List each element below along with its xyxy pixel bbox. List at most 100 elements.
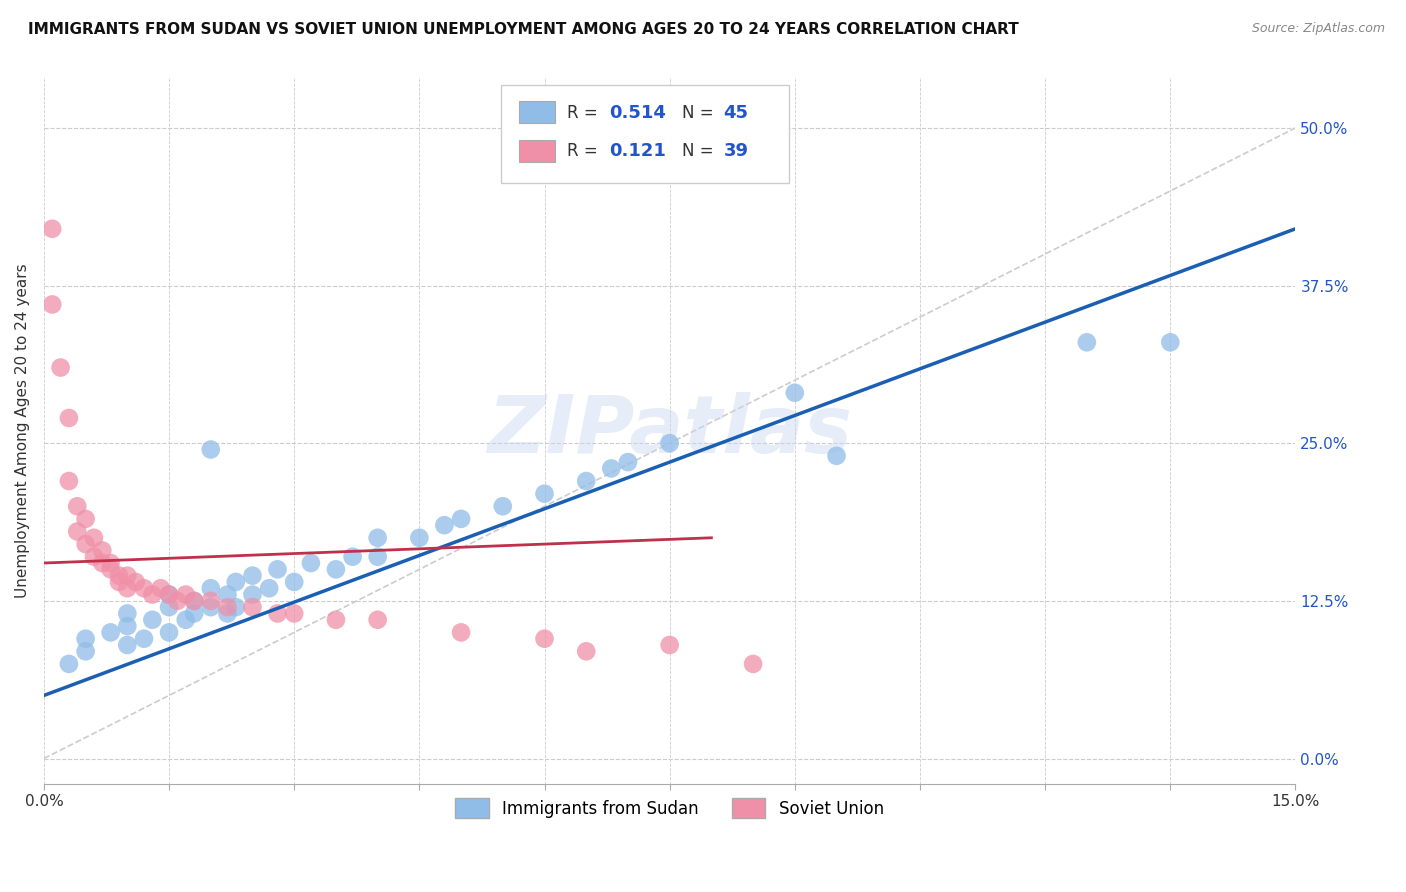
Point (200, 581, 222, 595)
Point (575, 474, 598, 488)
Point (367, 549, 389, 564)
Point (174, 613, 197, 627)
Legend: Immigrants from Sudan, Soviet Union: Immigrants from Sudan, Soviet Union (449, 791, 890, 825)
Point (533, 632, 555, 646)
Point (41, 297, 63, 311)
Point (450, 512, 472, 526)
Point (91, 543, 114, 558)
Point (783, 385, 806, 400)
Point (75, 537, 97, 551)
Point (157, 588, 180, 602)
Point (266, 607, 288, 621)
Point (91, 556, 114, 570)
Point (83, 549, 105, 564)
Text: N =: N = (682, 143, 718, 161)
Point (58, 657, 80, 671)
Point (200, 600, 222, 615)
Point (600, 461, 623, 475)
Point (141, 613, 163, 627)
Point (117, 581, 139, 595)
Point (200, 442, 222, 457)
Point (433, 518, 456, 533)
Point (325, 613, 347, 627)
Point (124, 574, 146, 589)
Text: Source: ZipAtlas.com: Source: ZipAtlas.com (1251, 22, 1385, 36)
Point (257, 581, 280, 595)
Text: N =: N = (682, 103, 718, 121)
Point (100, 625, 122, 640)
Text: 45: 45 (724, 103, 748, 121)
Point (100, 562, 122, 576)
Text: R =: R = (567, 143, 603, 161)
Point (217, 588, 239, 602)
Point (299, 556, 322, 570)
Point (117, 568, 139, 582)
Point (283, 607, 305, 621)
Y-axis label: Unemployment Among Ages 20 to 24 years: Unemployment Among Ages 20 to 24 years (15, 263, 30, 598)
Point (141, 588, 163, 602)
Point (742, 657, 765, 671)
Point (242, 588, 264, 602)
Point (575, 644, 598, 658)
Point (149, 581, 172, 595)
Point (492, 500, 515, 514)
Point (58, 411, 80, 425)
Point (183, 607, 205, 621)
Point (75, 512, 97, 526)
Point (117, 638, 139, 652)
Point (242, 568, 264, 582)
Point (117, 607, 139, 621)
Point (342, 549, 364, 564)
Point (367, 613, 389, 627)
Point (367, 531, 389, 545)
Point (217, 600, 239, 615)
Point (58, 474, 80, 488)
Point (225, 574, 247, 589)
Point (183, 594, 205, 608)
Text: ZIPatlas: ZIPatlas (486, 392, 852, 469)
Point (825, 449, 848, 463)
Text: 39: 39 (724, 143, 748, 161)
Point (658, 436, 681, 450)
Point (41, 221, 63, 235)
Point (225, 600, 247, 615)
Text: 0.121: 0.121 (610, 143, 666, 161)
Point (157, 625, 180, 640)
Point (117, 619, 139, 633)
Point (166, 594, 188, 608)
Point (450, 625, 472, 640)
Point (108, 574, 131, 589)
Point (658, 638, 681, 652)
Point (100, 556, 122, 570)
Point (1159, 335, 1181, 350)
Point (108, 568, 131, 582)
Point (200, 594, 222, 608)
Point (1076, 335, 1098, 350)
Text: 0.514: 0.514 (610, 103, 666, 121)
Point (132, 581, 155, 595)
Point (75, 644, 97, 658)
Point (617, 455, 640, 469)
Point (132, 632, 155, 646)
Point (266, 562, 288, 576)
Point (66, 524, 89, 539)
Point (283, 574, 305, 589)
Point (157, 588, 180, 602)
FancyBboxPatch shape (519, 139, 554, 162)
Point (75, 632, 97, 646)
FancyBboxPatch shape (501, 85, 789, 184)
FancyBboxPatch shape (519, 101, 554, 123)
Point (408, 531, 430, 545)
Point (157, 600, 180, 615)
Point (183, 594, 205, 608)
Point (325, 562, 347, 576)
Point (66, 500, 89, 514)
Text: IMMIGRANTS FROM SUDAN VS SOVIET UNION UNEMPLOYMENT AMONG AGES 20 TO 24 YEARS COR: IMMIGRANTS FROM SUDAN VS SOVIET UNION UN… (28, 22, 1019, 37)
Point (533, 486, 555, 500)
Text: R =: R = (567, 103, 603, 121)
Point (49, 360, 72, 375)
Point (217, 607, 239, 621)
Point (174, 588, 197, 602)
Point (83, 531, 105, 545)
Point (242, 600, 264, 615)
